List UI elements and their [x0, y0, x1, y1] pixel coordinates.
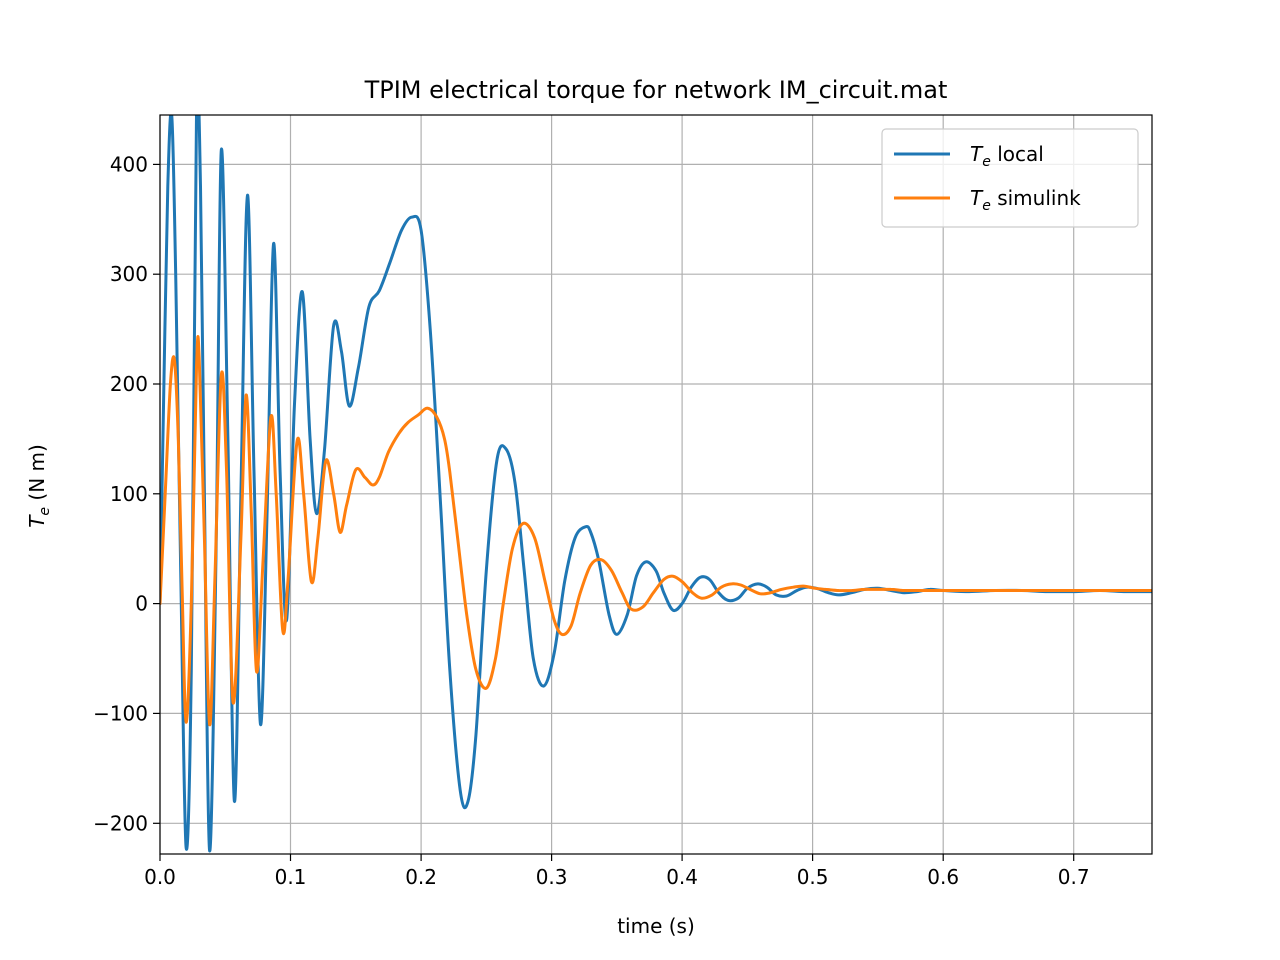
series-layer	[160, 115, 1152, 853]
y-tick-label: −100	[93, 701, 148, 725]
y-axis-label-subscript: e	[37, 507, 53, 516]
y-axis-label-unit: (N m)	[25, 444, 49, 507]
legend-label-local: Te local	[970, 142, 1044, 170]
x-tick-label: 0.7	[1058, 865, 1090, 889]
tick-layer: 0.0 0.1 0.2 0.3 0.4 0.5 0.6 0.7 −200 −100 0 100 200 3…	[93, 152, 1090, 889]
chart-title: TPIM electrical torque for network IM_ci…	[364, 76, 948, 104]
y-axis-label: Te (N m)	[25, 444, 53, 528]
legend-label-simulink: Te simulink	[970, 186, 1081, 214]
y-tick-label: 100	[110, 482, 148, 506]
legend-simulink-symbol: T	[970, 186, 984, 210]
y-axis-label-symbol: T	[25, 514, 49, 528]
legend-local-text: local	[991, 142, 1044, 166]
y-tick-label: 400	[110, 152, 148, 176]
x-tick-label: 0.1	[275, 865, 307, 889]
y-tick-label: −200	[93, 811, 148, 835]
plot-area-frame	[159, 114, 1153, 855]
series-line-simulink	[160, 335, 1152, 726]
legend-local-symbol: T	[970, 142, 984, 166]
legend: Te local Te simulink	[881, 128, 1139, 228]
x-axis-label: time (s)	[617, 914, 695, 938]
y-tick-label: 300	[110, 262, 148, 286]
x-tick-label: 0.0	[144, 865, 176, 889]
x-tick-label: 0.6	[927, 865, 959, 889]
y-tick-label: 0	[135, 592, 148, 616]
y-tick-label: 200	[110, 372, 148, 396]
legend-local-subscript: e	[982, 154, 991, 170]
legend-simulink-text: simulink	[991, 186, 1081, 210]
legend-simulink-subscript: e	[982, 198, 991, 214]
series-line-local	[160, 115, 1152, 853]
x-tick-label: 0.4	[666, 865, 698, 889]
x-tick-label: 0.3	[536, 865, 568, 889]
x-tick-label: 0.5	[797, 865, 829, 889]
x-tick-label: 0.2	[405, 865, 437, 889]
